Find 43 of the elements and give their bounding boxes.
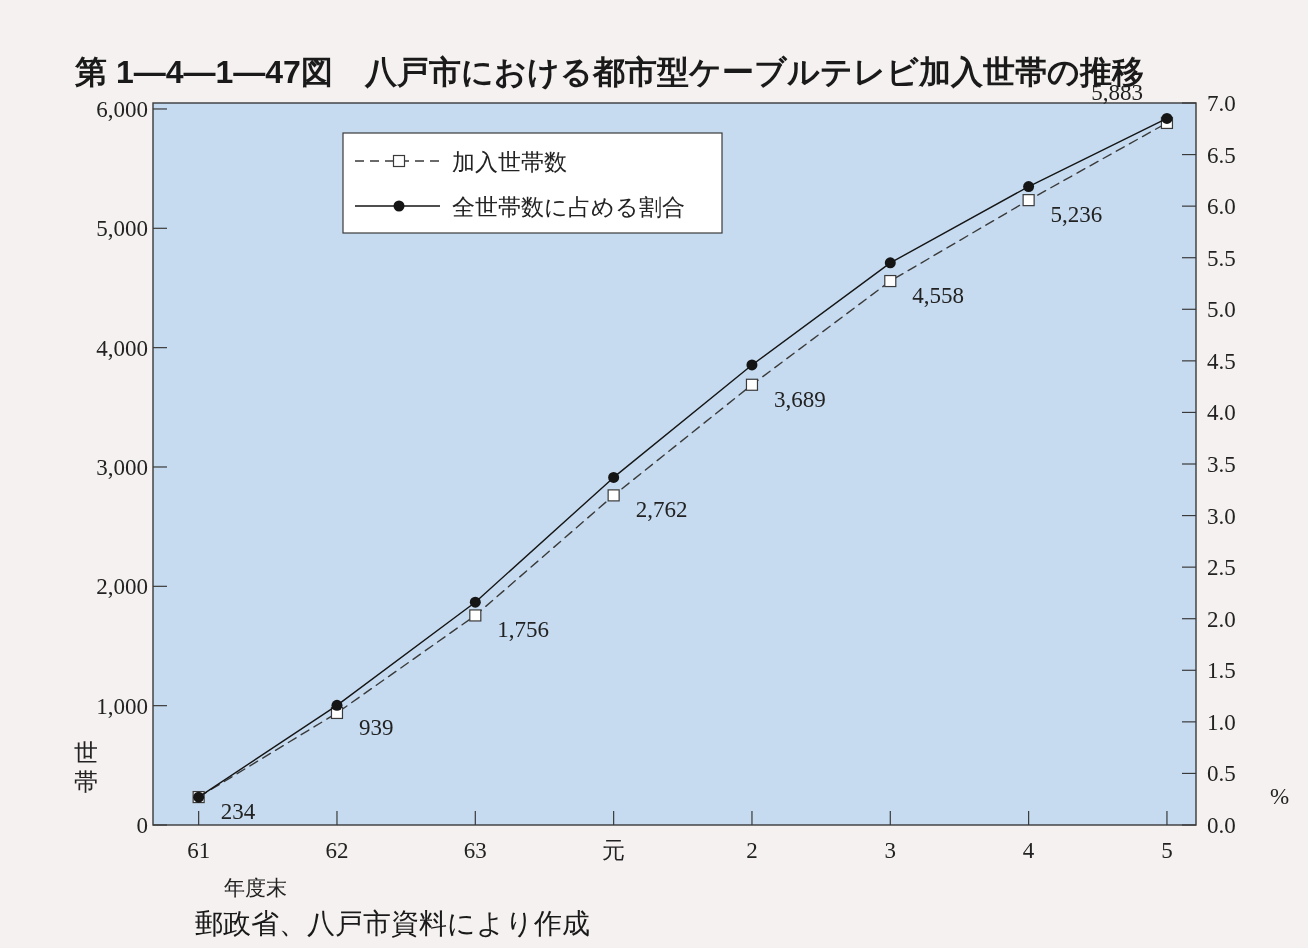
y-tick-label: 1,000 [96, 693, 148, 719]
data-label: 234 [220, 799, 256, 825]
legend-label: 加入世帯数 [452, 150, 567, 175]
x-tick-label: 4 [1022, 838, 1035, 863]
data-label: 4,558 [912, 283, 965, 309]
x-tick-label: 5 [1161, 838, 1173, 863]
y2-tick-label: 5.5 [1207, 245, 1236, 271]
y2-tick-label: 4.5 [1207, 348, 1236, 374]
data-label: 1,756 [497, 617, 550, 643]
data-label: 939 [358, 714, 394, 740]
data-label: 3,689 [773, 386, 826, 412]
y2-tick-label: 0.0 [1207, 813, 1236, 838]
x-tick-label: 3 [884, 838, 897, 863]
y2-tick-label: 5.0 [1207, 297, 1236, 323]
y2-axis-title: % [1270, 784, 1290, 809]
y2-tick-label: 3.5 [1207, 452, 1236, 477]
y2-tick-label: 0.5 [1207, 761, 1236, 787]
y2-tick-label: 3.0 [1207, 503, 1236, 529]
x-tick-label: 2 [746, 838, 758, 863]
y2-tick-label: 6.5 [1207, 142, 1236, 168]
x-axis-title: 年度末 [224, 876, 287, 900]
x-tick-label: 63 [463, 838, 487, 863]
data-label: 5,236 [1050, 202, 1103, 228]
y2-tick-label: 4.0 [1207, 400, 1236, 426]
y-tick-label: 6,000 [96, 96, 148, 122]
y-axis-title: 世帯 [74, 740, 98, 795]
y-tick-label: 4,000 [96, 335, 148, 361]
y2-tick-label: 2.0 [1207, 606, 1236, 632]
y2-tick-label: 6.0 [1207, 194, 1236, 220]
y2-tick-label: 2.5 [1207, 555, 1236, 581]
x-tick-label: 62 [325, 838, 349, 863]
x-tick-label: 元 [602, 838, 626, 863]
y-tick-label: 5,000 [96, 216, 148, 242]
y2-tick-label: 1.5 [1207, 658, 1236, 684]
y2-tick-label: 1.0 [1207, 709, 1236, 735]
y-tick-label: 2,000 [96, 574, 148, 600]
y-tick-label: 0 [136, 813, 148, 838]
text: 郵政省、八戸市資料により作成 [195, 908, 590, 939]
x-tick-label: 61 [187, 838, 211, 863]
y-tick-label: 3,000 [96, 454, 148, 480]
data-label: 2,762 [635, 497, 688, 523]
legend-label: 全世帯数に占める割合 [452, 195, 685, 220]
y2-tick-label: 7.0 [1207, 91, 1236, 116]
